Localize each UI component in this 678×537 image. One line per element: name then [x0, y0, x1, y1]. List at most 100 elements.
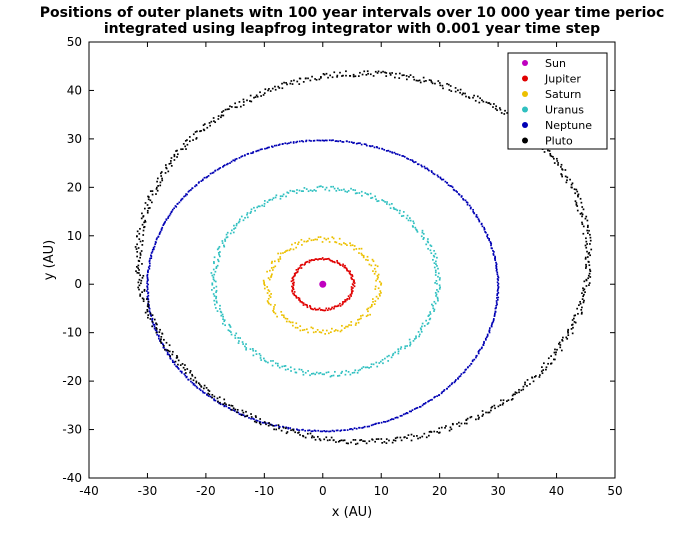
- pluto-orbit-point: [538, 376, 541, 378]
- saturn-orbit-point: [371, 303, 373, 306]
- pluto-orbit-point: [269, 90, 272, 92]
- uranus-orbit-point: [249, 212, 252, 214]
- pluto-orbit-point: [142, 234, 145, 236]
- uranus-orbit-point: [327, 371, 330, 374]
- pluto-orbit-point: [217, 118, 220, 120]
- jupiter-orbit-point: [318, 258, 321, 260]
- neptune-orbit-point: [171, 208, 174, 211]
- neptune-orbit-point: [316, 139, 319, 142]
- pluto-orbit-point: [231, 405, 234, 407]
- saturn-orbit-point: [355, 322, 357, 325]
- pluto-orbit-point: [588, 251, 591, 254]
- uranus-orbit-point: [211, 289, 213, 291]
- jupiter-orbit-point: [309, 259, 312, 262]
- pluto-orbit-point: [329, 74, 332, 77]
- pluto-orbit-point: [507, 399, 510, 402]
- uranus-orbit-point: [425, 319, 427, 322]
- saturn-orbit-point: [291, 321, 294, 324]
- uranus-orbit-point: [400, 346, 403, 348]
- uranus-orbit-point: [276, 364, 279, 367]
- pluto-orbit-point: [143, 290, 146, 292]
- neptune-orbit-point: [188, 189, 191, 192]
- uranus-orbit-point: [229, 324, 231, 327]
- saturn-orbit-point: [365, 258, 367, 261]
- neptune-orbit-point: [375, 146, 378, 148]
- neptune-orbit-point: [429, 399, 432, 401]
- uranus-orbit-point: [258, 205, 261, 208]
- neptune-orbit-point: [205, 176, 208, 179]
- pluto-orbit-point: [164, 164, 167, 166]
- neptune-orbit-point: [396, 153, 399, 156]
- uranus-orbit-point: [354, 369, 357, 372]
- pluto-orbit-point: [318, 78, 321, 81]
- pluto-orbit-point: [203, 123, 206, 125]
- uranus-orbit-point: [217, 258, 219, 261]
- neptune-orbit-point: [324, 430, 327, 433]
- jupiter-orbit-point: [331, 259, 333, 262]
- y-tick-label: -30: [62, 423, 82, 437]
- neptune-orbit-point: [154, 329, 157, 331]
- pluto-orbit-point: [267, 89, 269, 92]
- neptune-orbit-point: [455, 190, 458, 192]
- saturn-orbit-point: [273, 260, 276, 263]
- neptune-orbit-point: [169, 212, 172, 215]
- neptune-orbit-point: [382, 420, 385, 423]
- pluto-orbit-point: [290, 429, 292, 432]
- neptune-orbit-point: [161, 226, 164, 229]
- pluto-orbit-point: [504, 109, 506, 112]
- pluto-orbit-point: [391, 72, 393, 74]
- neptune-orbit-point: [185, 376, 188, 379]
- neptune-orbit-point: [252, 417, 254, 420]
- neptune-orbit-point: [456, 191, 459, 193]
- neptune-orbit-point: [406, 157, 408, 160]
- neptune-orbit-point: [213, 398, 215, 400]
- saturn-orbit-point: [353, 248, 355, 251]
- neptune-orbit-point: [267, 422, 269, 425]
- neptune-orbit-point: [391, 418, 393, 420]
- pluto-orbit-point: [179, 364, 182, 366]
- uranus-orbit-point: [340, 189, 343, 191]
- pluto-orbit-point: [570, 328, 573, 330]
- neptune-orbit-point: [203, 392, 206, 394]
- jupiter-orbit-point: [311, 308, 313, 310]
- neptune-orbit-point: [287, 426, 289, 429]
- pluto-orbit-point: [298, 83, 301, 85]
- neptune-orbit-point: [477, 350, 480, 353]
- uranus-orbit-point: [245, 348, 247, 351]
- pluto-orbit-point: [206, 126, 209, 129]
- pluto-orbit-point: [419, 81, 422, 84]
- pluto-orbit-point: [141, 223, 144, 226]
- saturn-orbit-point: [380, 283, 382, 286]
- saturn-orbit-point: [299, 325, 302, 327]
- pluto-orbit-point: [341, 75, 343, 77]
- pluto-orbit-point: [212, 117, 215, 119]
- uranus-orbit-point: [394, 351, 397, 354]
- pluto-orbit-point: [394, 76, 396, 79]
- jupiter-orbit-point: [328, 258, 331, 261]
- neptune-orbit-point: [370, 424, 373, 427]
- pluto-orbit-point: [181, 148, 184, 151]
- uranus-orbit-point: [240, 215, 243, 218]
- neptune-orbit-point: [417, 163, 420, 166]
- pluto-orbit-point: [438, 431, 441, 434]
- pluto-orbit-point: [142, 300, 145, 303]
- pluto-orbit-point: [189, 370, 192, 372]
- uranus-orbit-point: [217, 247, 220, 250]
- neptune-orbit-point: [151, 250, 154, 253]
- pluto-orbit-point: [394, 437, 397, 440]
- neptune-orbit-point: [399, 415, 402, 417]
- neptune-orbit-point: [483, 228, 486, 230]
- neptune-orbit-point: [483, 342, 485, 344]
- pluto-orbit-point: [168, 350, 171, 353]
- pluto-orbit-point: [144, 311, 147, 314]
- pluto-orbit-point: [570, 186, 573, 189]
- jupiter-orbit-point: [351, 283, 354, 285]
- pluto-orbit-point: [476, 95, 479, 98]
- saturn-orbit-point: [295, 322, 298, 325]
- uranus-orbit-point: [215, 291, 217, 294]
- pluto-orbit-point: [140, 282, 142, 285]
- uranus-orbit-point: [265, 360, 267, 363]
- pluto-orbit-point: [167, 170, 170, 173]
- uranus-orbit-point: [212, 276, 215, 279]
- pluto-orbit-point: [340, 439, 343, 442]
